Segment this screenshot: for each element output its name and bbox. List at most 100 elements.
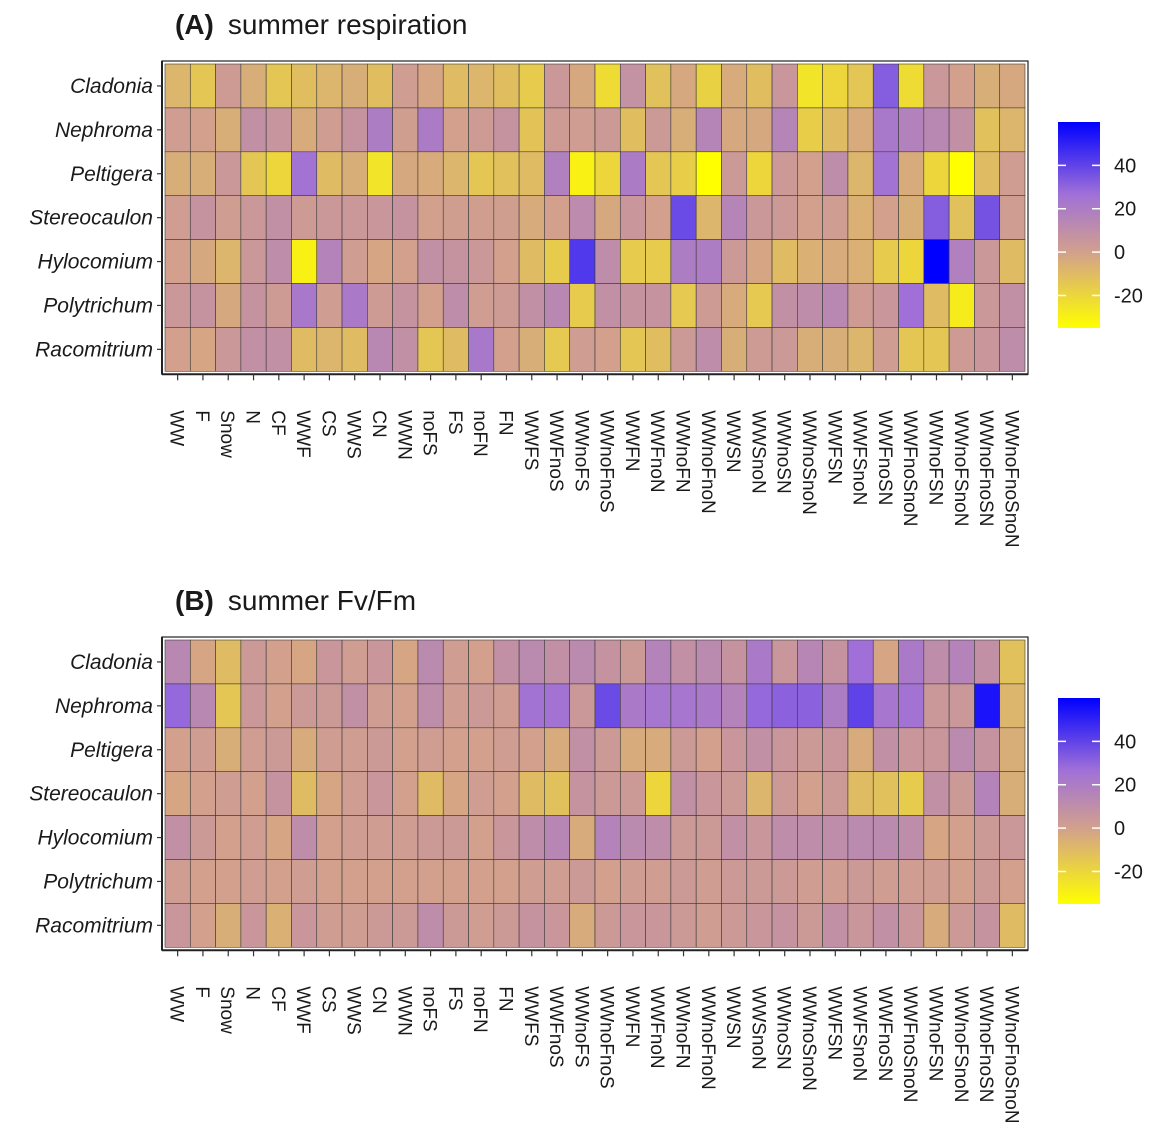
- heatmap-cell: [569, 327, 596, 372]
- heatmap-cell: [999, 151, 1026, 197]
- heatmap-cell: [594, 815, 621, 860]
- column-label: N: [242, 410, 263, 424]
- heatmap-cell: [771, 107, 798, 153]
- heatmap-cell: [670, 859, 697, 904]
- heatmap-cell: [822, 107, 849, 153]
- heatmap-cell: [923, 727, 950, 772]
- heatmap-cell: [164, 859, 191, 904]
- heatmap-cell: [215, 283, 242, 328]
- heatmap-cell: [923, 63, 950, 109]
- heatmap-cell: [898, 859, 925, 904]
- heatmap-cell: [518, 283, 545, 328]
- heatmap-cell: [670, 151, 697, 197]
- heatmap-cell: [367, 63, 393, 109]
- column-label: WWnoFnoN: [697, 986, 718, 1089]
- heatmap-panel-1: (A) summer respiration Cladonia Nephroma Pel…: [29, 9, 1143, 548]
- heatmap-cell: [468, 195, 495, 240]
- heatmap-cell: [316, 327, 343, 372]
- heatmap-cell: [392, 195, 419, 240]
- heatmap-cell: [367, 195, 393, 240]
- heatmap-cell: [872, 771, 899, 816]
- column-label: WWnoFnoN: [697, 410, 718, 513]
- heatmap-cell: [619, 639, 646, 685]
- heatmap-cell: [594, 903, 621, 948]
- heatmap-cell: [240, 151, 267, 197]
- heatmap-cell: [619, 63, 646, 109]
- column-label: WWnoFnoSnoN: [1000, 986, 1021, 1123]
- heatmap-cell: [923, 639, 950, 685]
- heatmap-cell: [341, 815, 368, 860]
- column-label: F: [191, 986, 212, 998]
- heatmap-cell: [948, 239, 975, 284]
- heatmap-cell: [670, 327, 697, 372]
- column-label: WWFnoSN: [874, 410, 895, 505]
- heatmap-cell: [291, 195, 318, 240]
- heatmap-cell: [544, 107, 570, 153]
- heatmap-cell: [518, 195, 545, 240]
- heatmap-cell: [240, 63, 267, 109]
- heatmap-cell: [442, 771, 469, 816]
- heatmap-cell: [569, 815, 596, 860]
- heatmap-cell: [797, 815, 823, 860]
- heatmap-cell: [316, 151, 343, 197]
- heatmap-cell: [974, 771, 1000, 816]
- heatmap-cell: [392, 683, 419, 729]
- heatmap-cell: [569, 107, 596, 153]
- heatmap-cell: [569, 239, 596, 284]
- heatmap-cell: [544, 327, 570, 372]
- heatmap-cell: [164, 639, 191, 685]
- heatmap-cell: [215, 239, 242, 284]
- column-label: WWFSN: [823, 986, 844, 1060]
- heatmap-cell: [265, 903, 292, 948]
- heatmap-cell: [746, 327, 773, 372]
- heatmap-cell: [291, 727, 318, 772]
- column-label: WWnoSN: [773, 410, 794, 493]
- heatmap-cell: [367, 771, 393, 816]
- column-label: CS: [317, 986, 338, 1012]
- heatmap-cell: [493, 859, 520, 904]
- row-label: Polytrichum: [43, 870, 153, 893]
- column-label: WWSN: [722, 986, 743, 1048]
- heatmap-cell: [189, 639, 216, 685]
- heatmap-cell: [797, 903, 823, 948]
- heatmap-cell: [695, 283, 722, 328]
- heatmap-cell: [392, 107, 419, 153]
- heatmap-cell: [822, 815, 849, 860]
- heatmap-cell: [367, 283, 393, 328]
- heatmap-cell: [316, 903, 343, 948]
- column-label: WWS: [343, 986, 364, 1035]
- row-label: Hylocomium: [37, 827, 153, 850]
- heatmap-cell: [468, 859, 495, 904]
- heatmap-cell: [847, 63, 874, 109]
- heatmap-cell: [771, 195, 798, 240]
- heatmap-cell: [746, 239, 773, 284]
- heatmap-cell: [695, 859, 722, 904]
- heatmap-cell: [341, 151, 368, 197]
- heatmap-cell: [645, 107, 672, 153]
- heatmap-cell: [974, 903, 1000, 948]
- heatmap-cell: [468, 63, 495, 109]
- heatmap-cell: [822, 283, 849, 328]
- heatmap-cell: [847, 683, 874, 729]
- heatmap-cell: [999, 903, 1026, 948]
- heatmap-cell: [999, 327, 1026, 372]
- heatmap-cell: [367, 639, 393, 685]
- heatmap-cell: [341, 859, 368, 904]
- heatmap-cell: [619, 283, 646, 328]
- heatmap-cell: [898, 903, 925, 948]
- heatmap-cell: [898, 107, 925, 153]
- heatmap-cell: [797, 327, 823, 372]
- heatmap-cell: [316, 63, 343, 109]
- heatmap-cell: [442, 815, 469, 860]
- heatmap-cell: [771, 815, 798, 860]
- column-label: FN: [494, 410, 515, 435]
- heatmap-cell: [670, 771, 697, 816]
- heatmap-cell: [189, 283, 216, 328]
- heatmap-cell: [215, 195, 242, 240]
- heatmap-cell: [670, 683, 697, 729]
- column-label: WWFnoN: [646, 986, 667, 1068]
- heatmap-cell: [974, 815, 1000, 860]
- column-label: WWnoFSN: [924, 410, 945, 505]
- heatmap-cell: [619, 815, 646, 860]
